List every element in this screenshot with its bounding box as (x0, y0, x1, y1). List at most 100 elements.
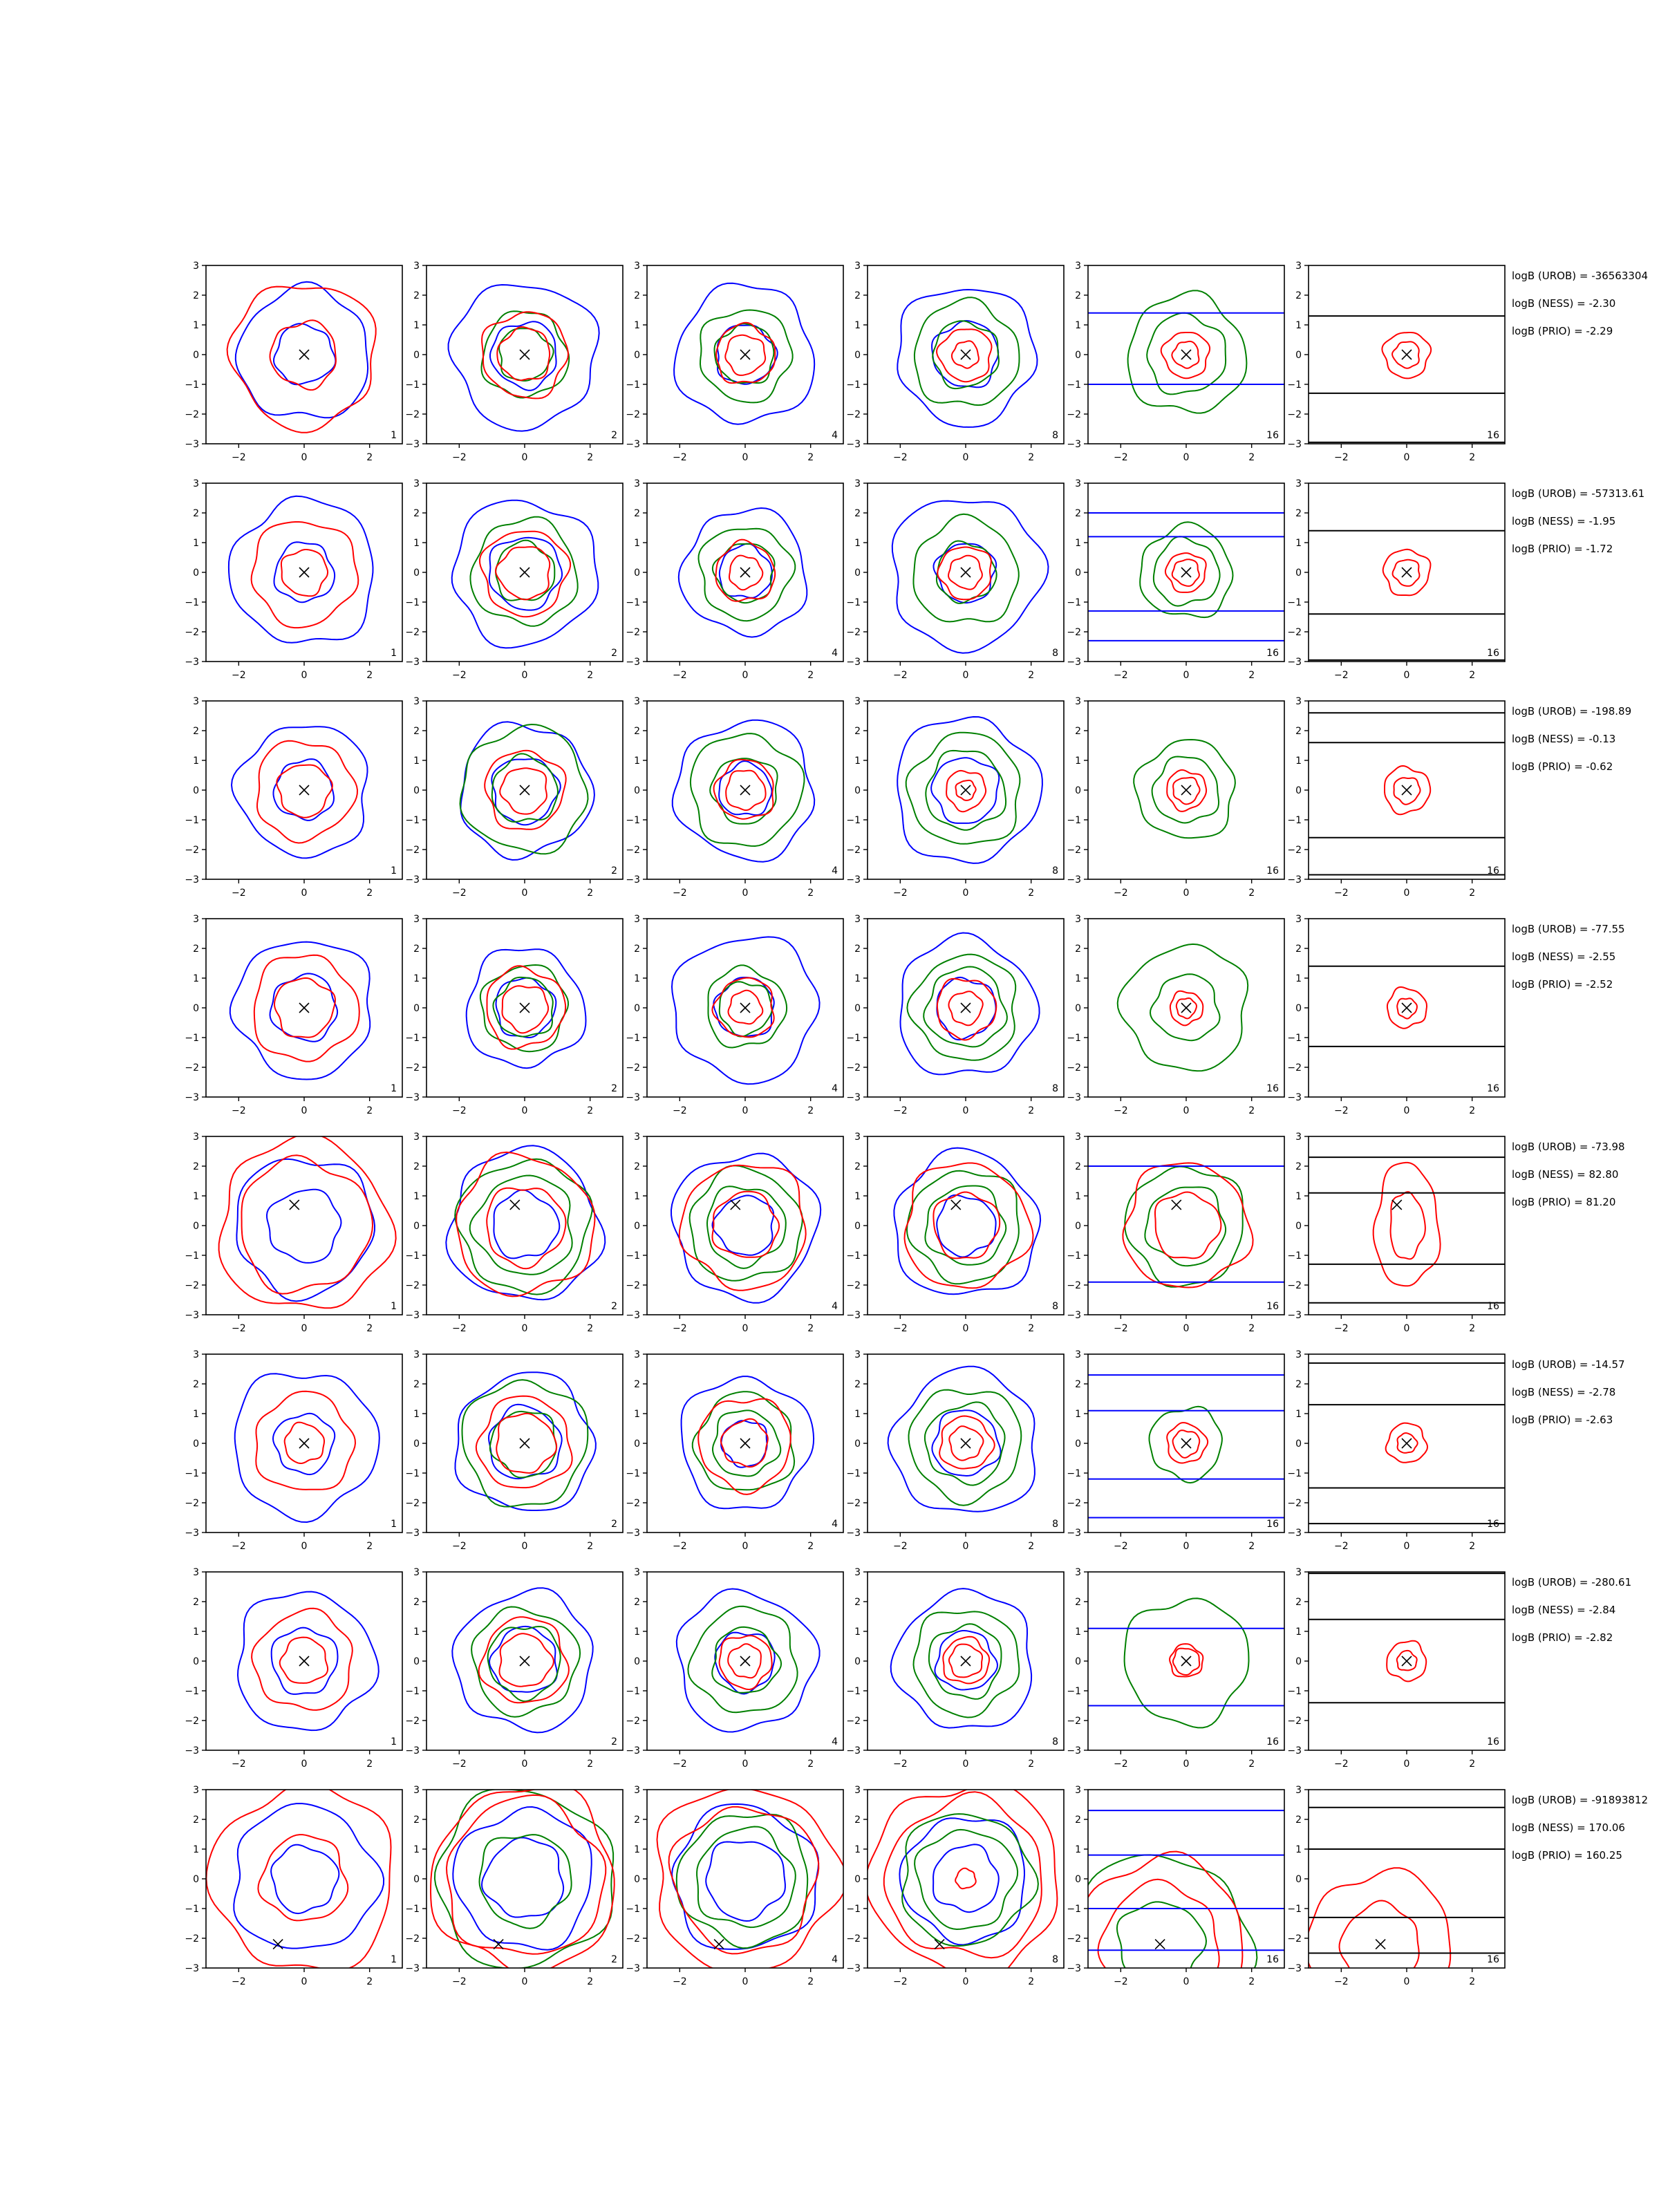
y-tick-label: 2 (193, 1597, 199, 1608)
blue-contour-line (705, 1841, 786, 1922)
logb-annotation: logB (NESS) = 82.80 (1512, 1168, 1618, 1181)
panel-r6-c1: −2 0 2 3 2 1 0 −1 −2 −3 1 (185, 1349, 403, 1552)
panel-corner-label: 4 (832, 1954, 838, 1965)
y-tick-label: 3 (634, 1349, 640, 1360)
y-tick-label: 3 (634, 1132, 640, 1143)
y-tick-label: 2 (1075, 1161, 1081, 1172)
red-contour-line (1169, 1643, 1204, 1678)
x-tick-label: 0 (301, 452, 308, 463)
x-tick-label: 2 (366, 1323, 373, 1334)
y-tick-label: 3 (1075, 1567, 1081, 1578)
logb-annotation: logB (UROB) = -14.57 (1512, 1358, 1625, 1371)
y-tick-label: 3 (1075, 1785, 1081, 1796)
y-tick-label: −1 (846, 1250, 861, 1262)
y-tick-label: 2 (1295, 726, 1302, 737)
plot-area (1309, 1806, 1505, 1968)
y-tick-label: −2 (626, 1280, 640, 1291)
blue-contour-line (891, 500, 1049, 654)
y-tick-label: 3 (193, 478, 199, 489)
y-tick-label: 2 (634, 508, 640, 519)
y-tick-label: 2 (1075, 726, 1081, 737)
x-tick-label: 0 (1404, 1759, 1410, 1770)
x-tick-label: −2 (232, 670, 246, 681)
y-tick-label: −2 (185, 1280, 199, 1291)
x-tick-label: −2 (452, 1105, 467, 1116)
y-tick-label: 0 (193, 350, 199, 361)
green-contour-line (478, 1834, 572, 1929)
green-contour-line (1148, 1405, 1223, 1484)
blue-contour-line (480, 1837, 565, 1918)
x-tick-label: 0 (522, 1541, 528, 1552)
y-tick-label: 1 (1295, 320, 1302, 331)
x-tick-label: 2 (1028, 452, 1034, 463)
y-tick-label: −2 (1287, 1933, 1302, 1944)
y-tick-label: −2 (846, 1280, 861, 1291)
x-tick-label: 0 (742, 1323, 749, 1334)
blue-contour-line (452, 1806, 592, 1951)
panel-r8-c6: −2 0 2 3 2 1 0 −1 −2 −3 16 (1287, 1785, 1506, 1987)
panel-corner-label: 2 (611, 1083, 617, 1094)
y-tick-label: −1 (1067, 1033, 1081, 1044)
x-tick-label: 2 (807, 1323, 814, 1334)
red-contour-line (256, 740, 359, 844)
y-tick-label: 1 (1295, 1844, 1302, 1855)
y-tick-label: −1 (1287, 1468, 1302, 1479)
y-tick-label: 0 (634, 1656, 640, 1667)
panel-r7-c6: −2 0 2 3 2 1 0 −1 −2 −3 16 (1287, 1567, 1506, 1770)
red-contour-line (1175, 997, 1198, 1020)
x-tick-label: 0 (742, 452, 749, 463)
y-tick-label: −3 (846, 874, 861, 885)
plot-area (680, 1376, 815, 1510)
plot-area (1088, 1374, 1284, 1519)
x-tick-label: −2 (1114, 888, 1128, 899)
panel-r1-c3: −2 0 2 3 2 1 0 −1 −2 −3 4 (626, 261, 844, 463)
x-tick-label: 0 (301, 1759, 308, 1770)
y-tick-label: −1 (185, 1904, 199, 1915)
y-tick-label: 0 (854, 1003, 861, 1014)
x-marker (1181, 1656, 1192, 1667)
green-contour-line (924, 1185, 1007, 1266)
green-contour-line (699, 309, 794, 404)
blue-contour-line (234, 281, 369, 419)
red-contour-line (936, 328, 993, 383)
x-marker (289, 1199, 300, 1210)
y-tick-label: −1 (405, 1686, 420, 1697)
x-tick-label: 2 (1028, 1759, 1034, 1770)
y-tick-label: 3 (1075, 1132, 1081, 1143)
blue-contour-line (488, 536, 563, 611)
y-tick-label: −3 (1287, 1963, 1302, 1974)
y-tick-label: −2 (1287, 1498, 1302, 1509)
red-contour-line (1391, 341, 1420, 369)
x-tick-label: 0 (963, 670, 969, 681)
blue-contour-line (273, 541, 336, 603)
y-tick-label: −1 (185, 379, 199, 391)
y-tick-label: 0 (193, 1656, 199, 1667)
y-tick-label: −2 (405, 627, 420, 638)
panel-corner-label: 1 (391, 1954, 397, 1965)
red-contour-line (1391, 559, 1421, 587)
x-tick-label: 2 (1469, 1541, 1475, 1552)
y-tick-label: 1 (854, 973, 861, 984)
red-contour-line (269, 319, 337, 391)
y-tick-label: 1 (1295, 1627, 1302, 1638)
plot-area (234, 1373, 380, 1524)
y-tick-label: 1 (634, 538, 640, 549)
y-tick-label: −3 (185, 1745, 199, 1756)
x-marker (960, 567, 971, 578)
red-contour-line (1172, 1647, 1201, 1676)
y-tick-label: 2 (1295, 1379, 1302, 1390)
y-tick-label: 3 (634, 1567, 640, 1578)
panel-corner-label: 2 (611, 1519, 617, 1530)
red-contour-line (724, 334, 767, 376)
red-contour-line (478, 530, 572, 618)
panel-r5-c5: −2 0 2 3 2 1 0 −1 −2 −3 16 (1067, 1132, 1285, 1334)
y-tick-label: 2 (634, 1597, 640, 1608)
y-tick-label: 0 (1295, 350, 1302, 361)
panel-r5-c6: −2 0 2 3 2 1 0 −1 −2 −3 16 (1287, 1132, 1506, 1334)
x-tick-label: −2 (1114, 1759, 1128, 1770)
red-contour-line (496, 1412, 558, 1474)
panel-r2-c3: −2 0 2 3 2 1 0 −1 −2 −3 4 (626, 478, 844, 681)
x-tick-label: 2 (1248, 1105, 1255, 1116)
y-tick-label: 0 (1075, 1438, 1081, 1450)
y-tick-label: 2 (854, 1815, 861, 1826)
